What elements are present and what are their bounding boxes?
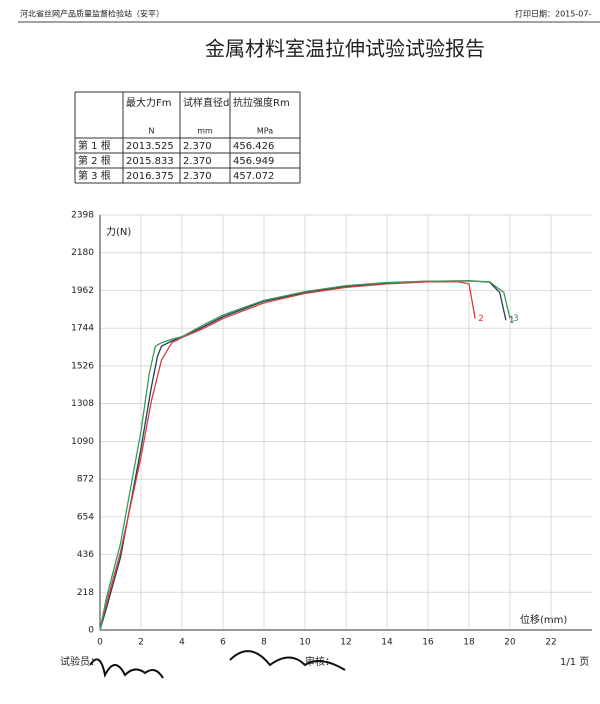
y-tick-label: 0 [88,626,94,636]
curve-label: 2 [478,314,484,324]
table-cell: 456.426 [233,141,274,152]
print-date: 打印日期：2015-07- [515,9,591,19]
table-cell: 2.370 [183,141,212,152]
y-tick-label: 218 [77,588,94,598]
curve-label: 3 [513,314,519,324]
x-tick-label: 8 [261,638,267,648]
table-cell: 2016.375 [126,171,174,182]
x-tick-label: 2 [138,638,144,648]
table-unit: mm [197,127,213,136]
y-axis-label: 力(N) [106,225,131,238]
curve [99,280,507,631]
table-cell: 2013.525 [126,141,174,152]
table-header: 试样直径d [183,96,229,109]
x-tick-label: 12 [340,638,351,648]
y-tick-label: 1308 [71,399,94,409]
y-tick-label: 1090 [71,437,94,447]
table-cell: 第 1 根 [78,139,111,152]
x-tick-label: 0 [97,638,103,648]
y-tick-label: 436 [77,550,94,560]
table-header: 抗拉强度Rm [233,96,290,109]
y-tick-label: 654 [77,512,94,522]
signature [89,650,346,679]
organization: 河北省丝网产品质量监督检验站（安平） [20,9,164,19]
table-cell: 2.370 [183,171,212,182]
curve-label: 1 [509,316,515,326]
x-tick-label: 22 [545,638,556,648]
table-cell: 第 2 根 [78,154,111,167]
y-tick-label: 1962 [71,286,94,296]
curve [99,280,511,631]
page-number: 1/1 页 [560,656,589,668]
x-tick-label: 6 [220,638,226,648]
x-tick-label: 16 [422,638,434,648]
x-tick-label: 10 [299,638,311,648]
x-tick-label: 18 [463,638,475,648]
y-tick-label: 2180 [71,248,94,258]
table-cell: 457.072 [233,171,274,182]
table-cell: 第 3 根 [78,169,111,182]
table-cell: 2015.833 [126,156,174,167]
curve [99,281,476,631]
x-tick-label: 14 [381,638,393,648]
x-tick-label: 20 [504,638,516,648]
table-header: 最大力Fm [126,96,172,109]
table-cell: 456.949 [233,156,274,167]
x-axis-label: 位移(mm) [520,613,567,626]
table-unit: MPa [257,127,273,136]
table-unit: N [149,127,155,136]
table-cell: 2.370 [183,156,212,167]
x-tick-label: 4 [179,638,185,648]
y-tick-label: 872 [77,475,94,485]
y-tick-label: 1526 [71,361,94,371]
y-tick-label: 2398 [71,211,94,221]
y-tick-label: 1744 [71,324,94,334]
report-title: 金属材料室温拉伸试验试验报告 [205,37,485,61]
